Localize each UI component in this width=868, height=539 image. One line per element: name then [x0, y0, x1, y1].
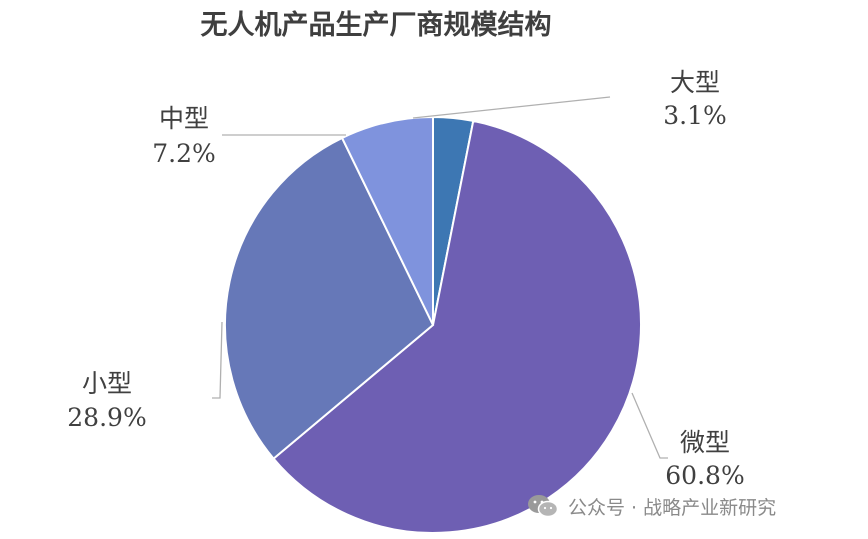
slice-label-medium-name: 中型 — [159, 104, 209, 133]
slice-label-small-value: 28.9% — [67, 403, 146, 432]
leader-line-small — [212, 321, 223, 399]
slice-labels: 大型 3.1% 微型 60.8% 小型 28.9% 中型 7.2% — [67, 68, 744, 490]
slice-label-large-value: 3.1% — [663, 101, 727, 130]
slice-label-small-name: 小型 — [82, 369, 132, 398]
slice-label-micro-name: 微型 — [680, 428, 730, 457]
slice-label-micro-value: 60.8% — [665, 461, 744, 490]
slice-label-large-name: 大型 — [670, 68, 720, 97]
leader-lines — [212, 96, 668, 459]
pie-slice-micro — [272, 119, 642, 534]
slice-label-medium-value: 7.2% — [152, 139, 216, 168]
watermark: 公众号 · 战略产业新研究 — [526, 490, 776, 522]
leader-line-micro — [631, 392, 668, 459]
watermark-text: 公众号 · 战略产业新研究 — [568, 496, 777, 519]
chart-title: 无人机产品生产厂商规模结构 — [201, 10, 552, 41]
leader-line-large — [412, 96, 611, 119]
wechat-icon — [528, 495, 559, 518]
pie-slice-medium — [340, 115, 434, 326]
pie-slices — [224, 115, 642, 534]
